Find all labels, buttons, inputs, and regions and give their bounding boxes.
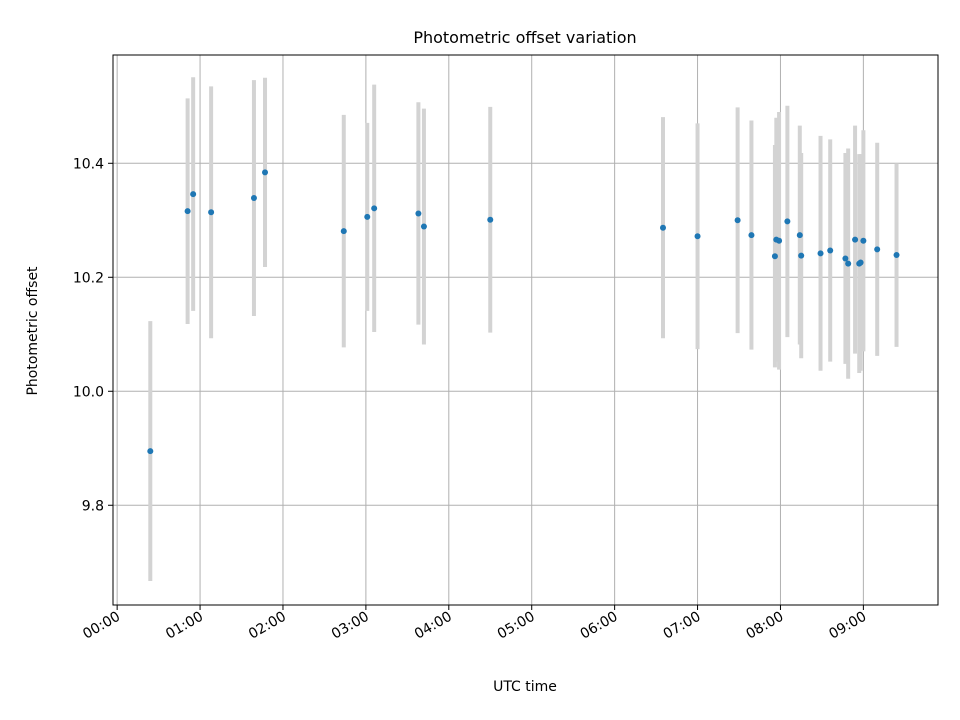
y-tick-label: 10.2 bbox=[73, 270, 104, 286]
x-tick-label: 05:00 bbox=[495, 609, 538, 643]
data-point bbox=[796, 232, 803, 239]
y-tick-label: 9.8 bbox=[82, 498, 104, 514]
data-point bbox=[860, 237, 867, 244]
x-tick-label: 03:00 bbox=[329, 609, 372, 643]
data-point bbox=[364, 213, 371, 220]
data-point bbox=[827, 247, 834, 254]
data-point bbox=[262, 169, 269, 176]
x-axis: 00:00 01:00 02:00 03:00 04:00 05:00 06:00 07:00… bbox=[80, 605, 869, 643]
y-axis-label: Photometric offset bbox=[25, 266, 41, 396]
data-point bbox=[817, 250, 824, 257]
data-point bbox=[487, 216, 494, 223]
data-point bbox=[420, 223, 427, 230]
y-tick-label: 10.4 bbox=[73, 156, 104, 172]
x-tick-label: 02:00 bbox=[246, 609, 289, 643]
x-tick-label: 00:00 bbox=[80, 609, 123, 643]
data-point bbox=[842, 255, 849, 262]
data-point bbox=[694, 233, 701, 240]
data-point bbox=[857, 259, 864, 266]
data-point bbox=[660, 224, 666, 231]
data-point bbox=[184, 208, 191, 215]
data-point bbox=[771, 253, 778, 260]
data-point bbox=[147, 448, 154, 455]
data-point bbox=[208, 209, 215, 216]
plot-background bbox=[113, 55, 938, 605]
data-point bbox=[748, 232, 755, 239]
plot-frame bbox=[112, 54, 939, 606]
data-point bbox=[415, 210, 422, 217]
x-axis-label: UTC time bbox=[493, 679, 557, 695]
x-tick-label: 01:00 bbox=[163, 609, 206, 643]
y-tick-label: 10.0 bbox=[73, 384, 104, 400]
data-point bbox=[190, 191, 197, 198]
x-tick-label: 08:00 bbox=[744, 609, 787, 643]
data-point bbox=[340, 228, 347, 235]
x-tick-label: 09:00 bbox=[826, 609, 869, 643]
data-point bbox=[893, 252, 900, 259]
data-point bbox=[798, 252, 805, 259]
data-point bbox=[874, 246, 881, 253]
x-tick-label: 04:00 bbox=[412, 609, 455, 643]
chart-title: Photometric offset variation bbox=[413, 28, 636, 47]
data-points bbox=[147, 169, 900, 455]
data-point bbox=[776, 237, 783, 244]
data-point bbox=[845, 260, 852, 267]
data-point bbox=[784, 218, 791, 225]
data-point bbox=[852, 236, 859, 243]
x-tick-label: 06:00 bbox=[578, 609, 621, 643]
data-point bbox=[250, 195, 257, 202]
y-axis: 9.8 10.0 10.2 10.4 bbox=[73, 156, 113, 514]
x-tick-label: 07:00 bbox=[661, 609, 704, 643]
data-point bbox=[734, 217, 741, 224]
data-point bbox=[371, 205, 378, 212]
